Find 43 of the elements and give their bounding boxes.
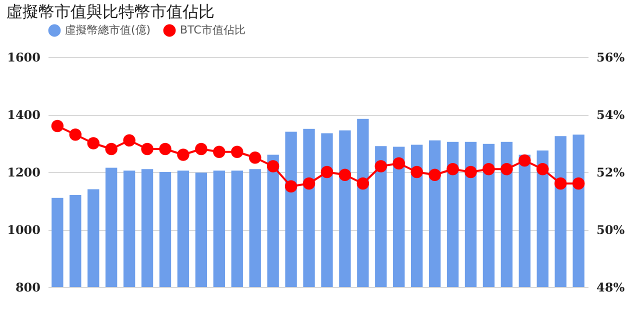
point [248, 152, 262, 164]
y2-tick-label: 56% [596, 50, 626, 64]
point [123, 134, 136, 146]
point [482, 163, 495, 176]
legend-label: 虛擬幣總市值(億) [65, 24, 151, 37]
y2-tick-label: 54% [596, 108, 626, 122]
y2-tick-label: 48% [596, 280, 626, 294]
y-tick-label: 800 [15, 280, 40, 294]
point [231, 146, 244, 158]
point [374, 160, 388, 172]
legend-label: BTC市值佔比 [180, 24, 246, 37]
y-tick-label: 1600 [7, 50, 40, 64]
point [195, 142, 208, 156]
point [554, 177, 567, 190]
point [410, 166, 423, 178]
point [338, 168, 352, 181]
y-tick-label: 1200 [7, 166, 40, 180]
point [69, 128, 82, 141]
point [572, 177, 585, 190]
point [159, 142, 172, 156]
point [446, 163, 459, 176]
point [87, 137, 100, 150]
point [320, 166, 334, 178]
point [105, 142, 118, 156]
chart-title: 虛擬幣市值與比特幣市值佔比 [6, 2, 215, 21]
y2-tick-label: 52% [596, 166, 626, 180]
y2-tick-label: 50% [596, 223, 626, 237]
point [141, 142, 154, 156]
point [392, 157, 405, 170]
point [213, 146, 226, 158]
point [302, 177, 316, 190]
point [518, 154, 531, 167]
point [536, 163, 549, 176]
point [51, 120, 64, 132]
point [177, 148, 190, 161]
y-tick-label: 1000 [7, 223, 40, 237]
point [356, 177, 370, 190]
point [266, 160, 280, 172]
point [500, 163, 513, 176]
y-tick-label: 1400 [7, 108, 40, 122]
point [284, 180, 298, 192]
point [464, 166, 477, 178]
point [428, 168, 441, 181]
